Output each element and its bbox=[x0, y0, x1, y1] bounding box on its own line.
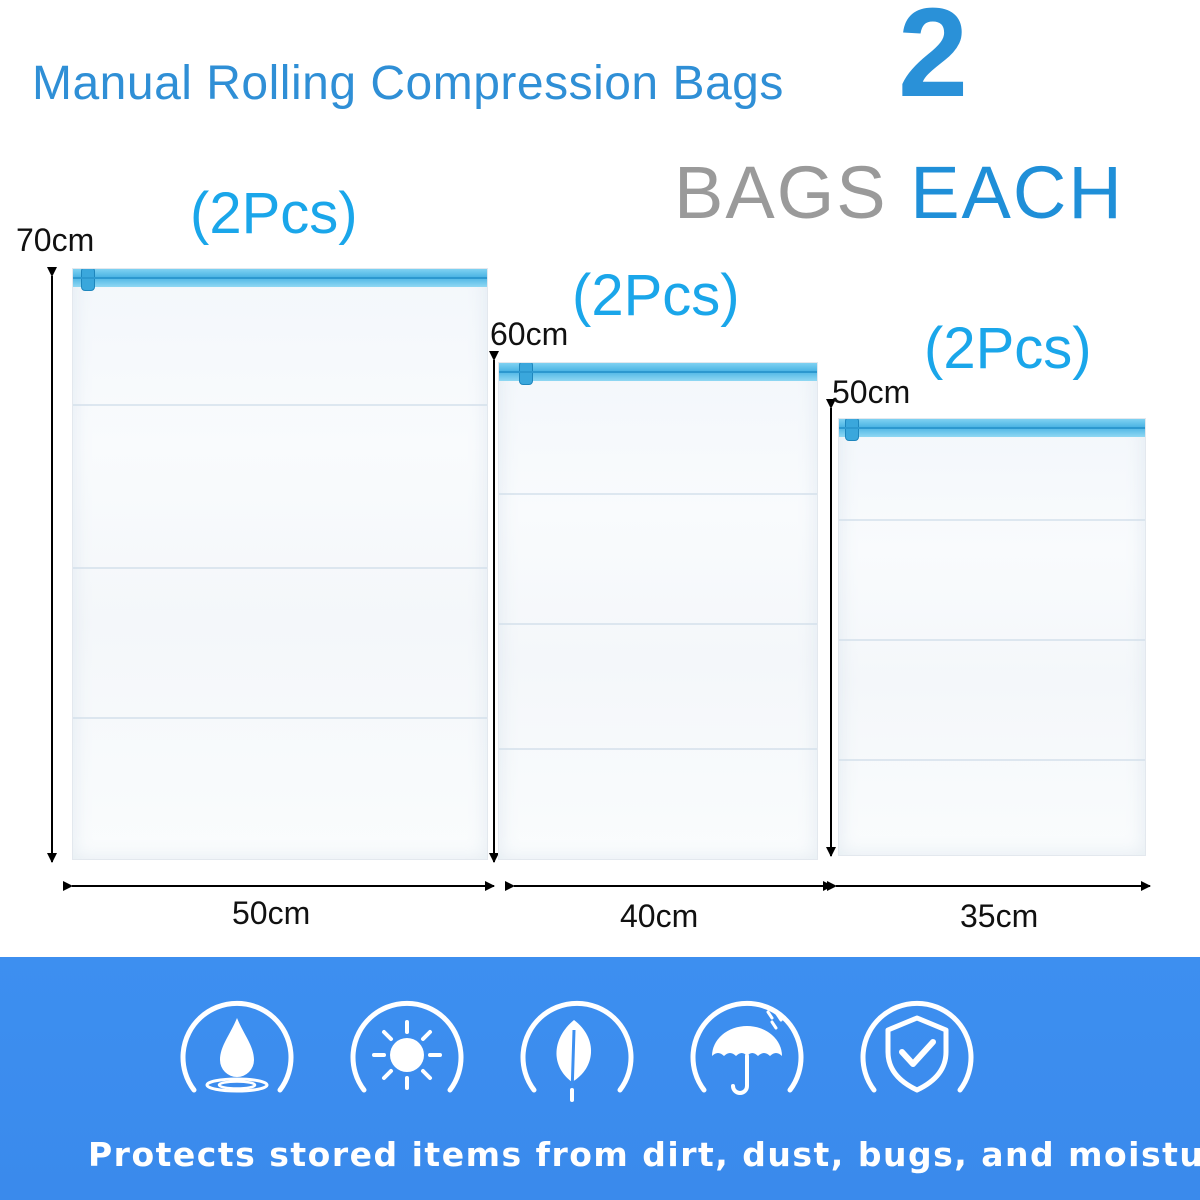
bag-medium-width: 40cm bbox=[620, 898, 699, 934]
bag-medium bbox=[498, 362, 818, 860]
bag-large-height: 70cm bbox=[16, 222, 95, 258]
dimension-arrows bbox=[47, 267, 1151, 891]
zipper bbox=[499, 363, 817, 385]
water-drop-icon bbox=[180, 1000, 294, 1093]
umbrella-icon bbox=[690, 1000, 804, 1095]
bag-large bbox=[72, 268, 488, 860]
each-word: EACH bbox=[910, 151, 1124, 234]
bags-word: BAGS bbox=[674, 151, 888, 234]
bag-small-qty: (2Pcs) bbox=[924, 316, 1092, 381]
bag-large-width: 50cm bbox=[232, 895, 311, 931]
shield-check-icon bbox=[860, 1000, 974, 1093]
bag-large-qty: (2Pcs) bbox=[190, 181, 358, 246]
bag-count: 2 bbox=[898, 0, 969, 123]
bag-small-width: 35cm bbox=[960, 898, 1039, 934]
bag-medium-height: 60cm bbox=[490, 316, 569, 352]
feature-banner bbox=[0, 957, 1200, 1200]
bag-small-height: 50cm bbox=[832, 374, 911, 410]
page-title: Manual Rolling Compression Bags bbox=[32, 57, 784, 110]
sun-icon bbox=[350, 1000, 464, 1093]
zipper-slider bbox=[519, 363, 533, 385]
bag-small bbox=[838, 418, 1146, 856]
zipper-slider bbox=[845, 419, 859, 441]
zipper-slider bbox=[81, 269, 95, 291]
zipper bbox=[73, 269, 487, 291]
leaf-icon bbox=[520, 1000, 634, 1102]
feature-description: Protects stored items from dirt, dust, b… bbox=[88, 1135, 1200, 1174]
bag-medium-qty: (2Pcs) bbox=[572, 263, 740, 328]
bags-each-label: BAGS EACH bbox=[674, 150, 1124, 235]
zipper bbox=[839, 419, 1145, 441]
